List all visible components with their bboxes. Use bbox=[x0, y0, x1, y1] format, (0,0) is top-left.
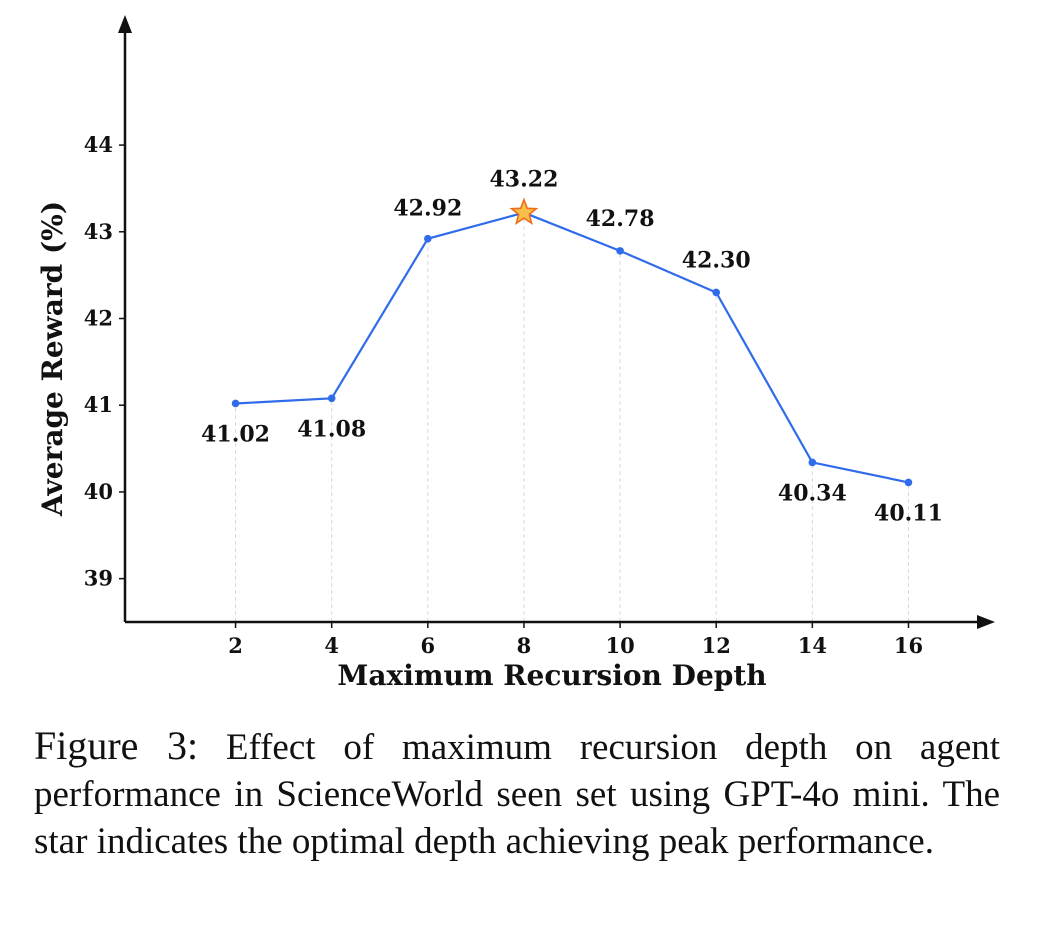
y-tick-label: 43 bbox=[84, 219, 113, 244]
series-line bbox=[235, 211, 909, 484]
data-point bbox=[327, 394, 336, 403]
line-chart: 2 4 6 8 10 12 14 16 39 40 41 42 43 44 41.02 41.08 42.92… bbox=[36, 15, 995, 692]
axes bbox=[118, 15, 995, 629]
peak-star-marker bbox=[509, 197, 539, 226]
y-tick-label: 42 bbox=[84, 306, 113, 331]
caption-text: Effect of maximum recursion depth on age… bbox=[34, 727, 1001, 862]
figure-caption: Figure 3: Effect of maximum recursion de… bbox=[34, 722, 1000, 865]
data-label: 43.22 bbox=[490, 167, 559, 193]
caption-label: Figure 3: bbox=[34, 723, 199, 768]
grid-lines bbox=[235, 212, 909, 622]
y-axis-arrow bbox=[118, 15, 132, 33]
data-label: 40.34 bbox=[778, 480, 847, 506]
data-label: 40.11 bbox=[874, 500, 943, 526]
x-tick-label: 12 bbox=[702, 633, 731, 658]
x-tick-label: 16 bbox=[894, 633, 923, 658]
y-tick-label: 39 bbox=[84, 566, 113, 591]
x-tick-label: 10 bbox=[605, 633, 634, 658]
data-label: 41.02 bbox=[201, 421, 270, 447]
data-point bbox=[231, 399, 240, 408]
data-label: 41.08 bbox=[297, 416, 366, 442]
data-point bbox=[808, 458, 817, 467]
data-point bbox=[904, 478, 913, 487]
x-tick-label: 2 bbox=[228, 633, 243, 658]
data-point bbox=[712, 288, 721, 297]
data-label: 42.30 bbox=[682, 247, 751, 273]
data-labels: 41.02 41.08 42.92 43.22 42.78 42.30 40.34 40.11 bbox=[201, 167, 943, 527]
y-tick-label: 44 bbox=[84, 132, 113, 157]
x-tick-label: 14 bbox=[798, 633, 827, 658]
data-point bbox=[424, 234, 432, 243]
y-tick-label: 40 bbox=[84, 479, 113, 504]
x-tick-label: 6 bbox=[421, 633, 436, 658]
x-tick-label: 4 bbox=[324, 633, 339, 658]
data-point bbox=[616, 247, 624, 255]
axis-ticks: 2 4 6 8 10 12 14 16 39 40 41 42 43 44 bbox=[84, 132, 923, 658]
x-tick-label: 8 bbox=[517, 633, 532, 658]
data-label: 42.78 bbox=[586, 206, 655, 232]
y-tick-label: 41 bbox=[84, 392, 113, 417]
data-label: 42.92 bbox=[393, 196, 462, 222]
x-axis-arrow bbox=[977, 615, 995, 629]
data-points bbox=[231, 197, 913, 487]
y-axis-title: Average Reward (%) bbox=[36, 201, 69, 517]
x-axis-title: Maximum Recursion Depth bbox=[337, 659, 766, 692]
